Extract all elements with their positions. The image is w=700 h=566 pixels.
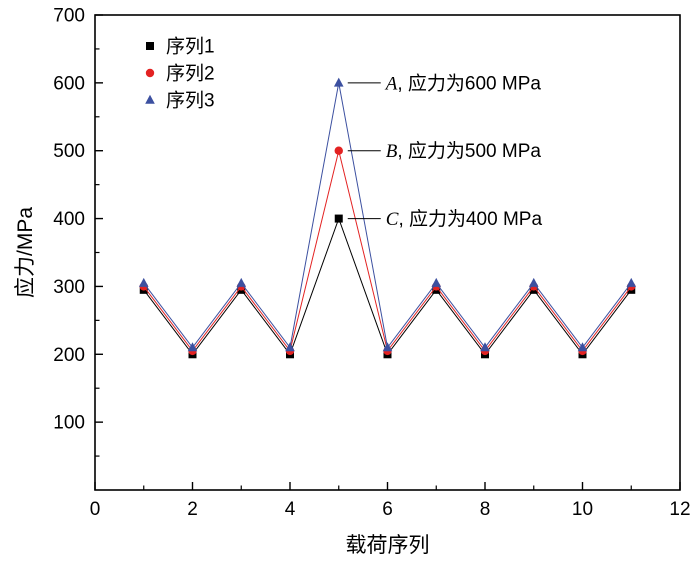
x-tick-label: 8 — [480, 499, 491, 520]
annotation-text: A, 应力为600 MPa — [384, 72, 542, 94]
annotations: A, 应力为600 MPa B, 应力为500 MPa C, 应力为400 MPa — [347, 72, 543, 230]
y-tick-label: 600 — [53, 73, 85, 94]
legend: 序列1 序列2 序列3 — [145, 36, 215, 112]
x-tick-label: 12 — [669, 499, 690, 520]
triangle-marker-icon — [382, 342, 393, 352]
triangle-marker-icon — [480, 342, 490, 352]
legend-label: 序列1 — [166, 36, 215, 58]
y-tick-label: 100 — [53, 413, 85, 434]
y-tick-label: 700 — [53, 6, 85, 27]
square-marker-icon — [334, 214, 343, 223]
series-1 — [139, 214, 636, 359]
triangle-marker-icon — [145, 94, 155, 104]
annotation-text: C, 应力为400 MPa — [386, 208, 543, 230]
series-line — [143, 217, 632, 356]
circle-marker-icon — [145, 68, 155, 78]
series-3 — [138, 77, 637, 352]
triangle-marker-icon — [138, 277, 149, 287]
annotation-A: A, 应力为600 MPa — [347, 72, 542, 94]
annotation-text: B, 应力为500 MPa — [386, 140, 542, 162]
triangle-marker-icon — [187, 342, 198, 352]
y-axis-label: 应力/MPa — [14, 207, 37, 298]
x-axis-label: 载荷序列 — [346, 534, 430, 557]
triangle-marker-icon — [236, 277, 247, 287]
triangle-marker-icon — [626, 277, 637, 287]
y-tick-label: 200 — [53, 345, 85, 366]
series-line — [143, 150, 632, 353]
x-tick-label: 6 — [382, 499, 393, 520]
x-tick-label: 4 — [285, 499, 296, 520]
triangle-marker-icon — [431, 277, 442, 287]
y-tick-label: 400 — [53, 209, 85, 230]
axes: 0 2 4 6 8 10 12 100 200 300 400 500 600 700 应力/MPa 载荷序列 — [14, 6, 691, 558]
triangle-marker-icon — [333, 77, 344, 87]
y-tick-label: 500 — [53, 141, 85, 162]
legend-item-3: 序列3 — [145, 90, 215, 112]
x-tick-label: 2 — [187, 499, 198, 520]
legend-label: 序列3 — [166, 90, 215, 112]
legend-label: 序列2 — [166, 63, 215, 85]
annotation-C: C, 应力为400 MPa — [347, 208, 543, 230]
circle-marker-icon — [334, 146, 343, 155]
triangle-marker-icon — [577, 342, 588, 352]
y-tick-label: 300 — [53, 277, 85, 298]
legend-item-2: 序列2 — [145, 63, 215, 85]
annotation-B: B, 应力为500 MPa — [347, 140, 542, 162]
legend-item-1: 序列1 — [146, 36, 215, 58]
series-2 — [139, 146, 636, 356]
triangle-marker-icon — [528, 277, 539, 287]
triangle-marker-icon — [285, 342, 295, 352]
square-marker-icon — [146, 42, 154, 50]
x-tick-label: 10 — [572, 499, 593, 520]
series-group — [138, 77, 637, 359]
x-tick-label: 0 — [90, 499, 101, 520]
